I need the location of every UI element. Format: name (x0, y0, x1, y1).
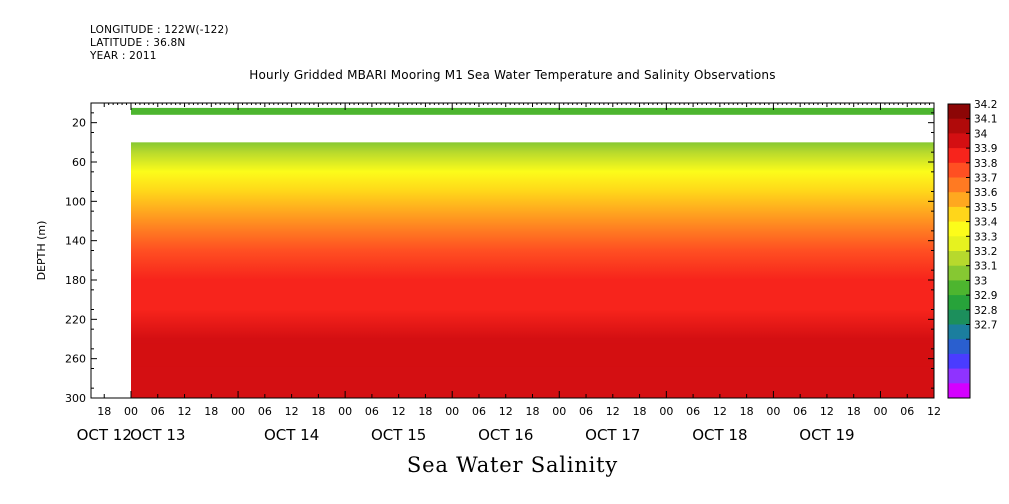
x-tick-label: 18 (740, 405, 754, 418)
colorbar-swatch (948, 353, 970, 370)
axes: 20 60 100 140 180 220 260 300 DEPTH (m) 18 00 06 12 1… (35, 102, 941, 444)
y-tick-label: 20 (72, 117, 86, 130)
x-tick-label: 12 (285, 405, 299, 418)
y-tick-label: 220 (65, 313, 86, 326)
colorbar-swatch (948, 265, 970, 281)
colorbar-swatch (948, 236, 970, 252)
surface-sensor-band (131, 107, 934, 115)
y-tick-label: 100 (65, 195, 86, 208)
x-tick-label: 00 (338, 405, 352, 418)
y-tick-label: 140 (65, 235, 86, 248)
colorbar-swatch (948, 133, 970, 149)
x-tick-label: 18 (204, 405, 218, 418)
colorbar-swatch (948, 339, 970, 355)
plot-area (131, 107, 934, 398)
colorbar-swatch (948, 368, 970, 384)
y-tick-label: 180 (65, 274, 86, 287)
longitude-label: LONGITUDE : 122W(-122) (90, 24, 229, 36)
x-tick-label: 06 (579, 405, 593, 418)
colorbar-swatch (948, 104, 970, 120)
x-tick-label: 06 (258, 405, 272, 418)
x-tick-label: 06 (151, 405, 165, 418)
colorbar-label: 33.8 (974, 158, 997, 170)
year-label: YEAR : 2011 (90, 50, 157, 62)
deep-salinity-core (131, 343, 934, 367)
y-axis-label: DEPTH (m) (35, 221, 48, 281)
colorbar-swatch (948, 192, 970, 208)
colorbar-swatch (948, 148, 970, 164)
x-date-label: OCT 19 (799, 426, 854, 444)
latitude-label: LATITUDE : 36.8N (90, 37, 186, 49)
chart-title: Hourly Gridded MBARI Mooring M1 Sea Wate… (249, 68, 776, 82)
y-tick-label: 260 (65, 353, 86, 366)
x-tick-label: 18 (526, 405, 540, 418)
x-tick-label: 18 (847, 405, 861, 418)
x-tick-label: 00 (659, 405, 673, 418)
x-tick-label: 12 (927, 405, 941, 418)
colorbar-label: 34 (974, 128, 988, 140)
variable-label: Sea Water Salinity (406, 453, 619, 477)
colorbar-label: 32.8 (974, 305, 997, 317)
x-tick-label: 12 (178, 405, 192, 418)
x-date-label: OCT 14 (264, 426, 319, 444)
x-tick-label: 00 (124, 405, 138, 418)
x-tick-label: 06 (686, 405, 700, 418)
colorbar-swatch (948, 221, 970, 237)
colorbar-swatch (948, 295, 970, 311)
colorbar-label: 32.7 (974, 320, 997, 332)
y-tick-label: 60 (72, 156, 86, 169)
colorbar-label: 33.1 (974, 261, 997, 273)
colorbar: 34.2 34.1 34 33.9 33.8 33.7 33.6 33.5 33.4 33.3 33… (947, 99, 998, 399)
colorbar-label: 33.7 (974, 173, 997, 185)
x-date-label: OCT 18 (692, 426, 747, 444)
x-tick-label: 12 (820, 405, 834, 418)
colorbar-swatch (948, 309, 970, 325)
colorbar-swatch (948, 206, 970, 223)
x-tick-label: 00 (766, 405, 780, 418)
x-date-label: OCT 15 (371, 426, 426, 444)
colorbar-swatch (948, 251, 970, 267)
colorbar-label: 33.3 (974, 231, 997, 243)
x-tick-label: 00 (231, 405, 245, 418)
x-tick-label: 18 (311, 405, 325, 418)
x-date-label: OCT 17 (585, 426, 640, 444)
colorbar-swatch (948, 383, 970, 399)
x-tick-label: 12 (392, 405, 406, 418)
colorbar-label: 34.2 (974, 99, 997, 111)
x-tick-label: 06 (900, 405, 914, 418)
x-tick-label: 00 (873, 405, 887, 418)
x-tick-label: 00 (445, 405, 459, 418)
x-tick-label: 06 (793, 405, 807, 418)
x-tick-label: 06 (365, 405, 379, 418)
x-tick-label: 00 (552, 405, 566, 418)
colorbar-label: 33.5 (974, 202, 997, 214)
x-tick-label: 12 (713, 405, 727, 418)
y-tick-label: 300 (65, 392, 86, 405)
colorbar-swatch (948, 177, 970, 193)
x-date-label: OCT 16 (478, 426, 533, 444)
colorbar-label: 33 (974, 275, 987, 287)
colorbar-swatch (948, 324, 970, 340)
colorbar-label: 33.9 (974, 143, 997, 155)
x-date-label: OCT 13 (130, 426, 185, 444)
colorbar-label: 34.1 (974, 114, 997, 126)
colorbar-label: 33.6 (974, 187, 998, 199)
x-tick-label: 18 (418, 405, 432, 418)
colorbar-swatch (948, 280, 970, 296)
colorbar-label: 33.2 (974, 246, 997, 258)
x-tick-label: 18 (633, 405, 647, 418)
colorbar-label: 33.4 (974, 217, 998, 229)
x-tick-label: 12 (499, 405, 513, 418)
colorbar-swatch (948, 162, 970, 178)
x-tick-label: 06 (472, 405, 486, 418)
colorbar-swatch (948, 118, 970, 134)
x-date-label: OCT 12 (77, 426, 132, 444)
x-tick-label: 18 (97, 405, 111, 418)
colorbar-label: 32.9 (974, 290, 997, 302)
x-tick-label: 12 (606, 405, 620, 418)
